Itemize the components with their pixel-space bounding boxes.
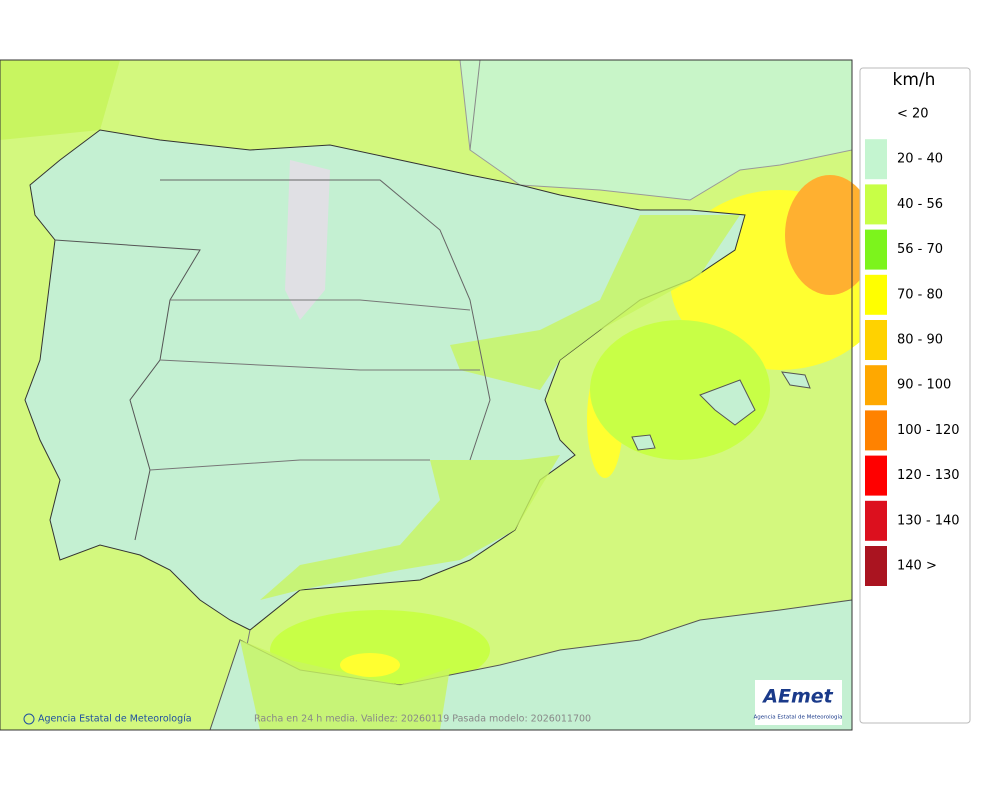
- wind-zone: [260, 455, 560, 600]
- region-border: [149, 299, 480, 731]
- legend-swatch: [865, 320, 887, 360]
- atlantic-zone: [0, 60, 120, 140]
- legend-swatch: [865, 184, 887, 225]
- legend-swatch: [865, 410, 887, 451]
- legend-label: 100 - 120: [897, 423, 960, 438]
- no-data-zone: [285, 160, 330, 320]
- legend-label: 56 - 70: [897, 242, 943, 257]
- wind-zone: [450, 215, 740, 390]
- credit: Agencia Estatal de Meteorología: [38, 714, 192, 725]
- map: Agencia Estatal de Meteorología Racha en…: [0, 59, 890, 731]
- legend-swatch: [865, 455, 887, 496]
- map-frame: [0, 59, 853, 731]
- legend-title: km/h: [893, 70, 936, 90]
- legend-label: 130 - 140: [897, 513, 960, 528]
- caption: Racha en 24 h media. Validez: 20260119 P…: [254, 714, 591, 725]
- legend-label: 40 - 56: [897, 197, 943, 212]
- copyright-icon: [23, 713, 35, 725]
- wind-zone: [340, 653, 400, 677]
- legend-swatch: [865, 274, 887, 315]
- legend-label: 70 - 80: [897, 287, 943, 302]
- logo-subtitle: Agencia Estatal de Meteorología: [754, 714, 843, 721]
- legend-label: 90 - 100: [897, 378, 951, 393]
- legend-swatch: [865, 500, 887, 541]
- legend-label: 20 - 40: [897, 152, 943, 167]
- wind-zone: [590, 320, 770, 460]
- legend-label: 140 >: [897, 559, 937, 574]
- wind-zone: [240, 640, 450, 730]
- legend-box: [859, 67, 971, 724]
- region-border: [160, 179, 491, 461]
- logo: AEmet: [761, 686, 833, 708]
- island: [631, 434, 656, 451]
- legend-swatch: [865, 365, 887, 406]
- legend-swatch: [865, 546, 887, 586]
- legend-label: < 20: [897, 107, 929, 122]
- legend-label: 120 - 130: [897, 468, 960, 483]
- legend-label: 80 - 90: [897, 333, 943, 348]
- legend: km/h < 20 20 - 40 40 - 56 56 - 70 70 - 80 80 …: [859, 67, 971, 724]
- logo-box: [755, 680, 842, 725]
- island: [699, 379, 756, 426]
- legend-swatch: [865, 139, 887, 180]
- island: [781, 371, 811, 389]
- legend-swatch: [865, 229, 887, 270]
